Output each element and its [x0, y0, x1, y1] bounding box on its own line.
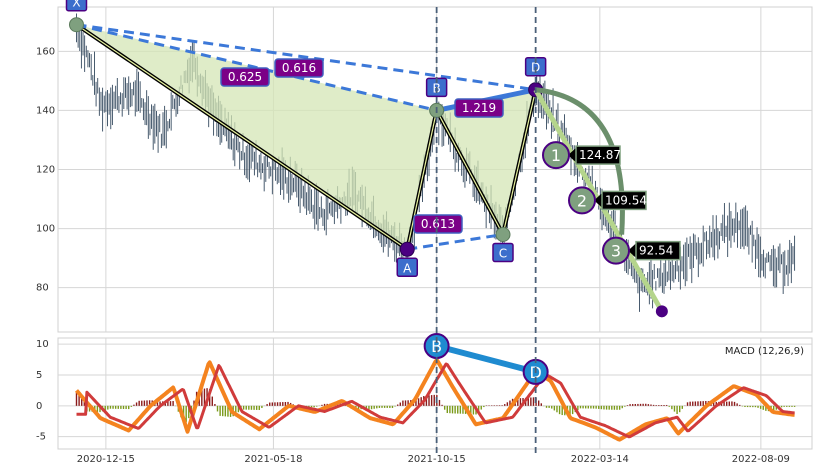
x-tick-label: 2022-08-09	[732, 454, 790, 465]
target-2: 109.54 2	[568, 186, 647, 215]
pattern-label-box	[396, 257, 419, 278]
macd-divergence-line	[435, 343, 537, 375]
price-y-tick-label: 120	[36, 165, 55, 176]
target-value: 124.87	[579, 148, 621, 162]
pattern-point-a	[399, 241, 415, 257]
x-axis-ticks: 2020-12-15 2021-05-18 2021-10-15 2022-03-14…	[77, 454, 790, 465]
ratio-box	[274, 58, 324, 78]
price-targets: 124.87 1 109.54 2 92.54 3	[533, 87, 681, 318]
target-circle	[542, 141, 570, 170]
target-circle	[568, 186, 596, 215]
ratio-label-2: 0.625	[220, 67, 270, 87]
vertical-date-markers	[435, 7, 537, 453]
macd-divergence: BD	[423, 333, 549, 385]
pattern-label-a: A	[396, 257, 419, 278]
target-number: 3	[611, 242, 621, 261]
macd-panel: -5 0 5 10 BD MACD (12,26,9)	[36, 333, 813, 450]
pattern-ratio-line	[407, 233, 504, 251]
target-end-point	[655, 305, 668, 318]
macd-y-tick-label: -5	[36, 432, 46, 443]
target-value: 109.54	[605, 193, 647, 207]
macd-divergence-label: B	[431, 337, 442, 356]
pattern-label-text: C	[499, 247, 507, 261]
x-tick-label: 2020-12-15	[77, 454, 135, 465]
ratio-box	[220, 67, 270, 87]
pattern-leg-inner	[436, 110, 504, 235]
price-y-tick-label: 160	[36, 46, 55, 57]
pattern-ratio-line	[76, 23, 536, 92]
ratio-box	[413, 214, 463, 234]
target-value: 92.54	[639, 244, 673, 258]
price-grid	[58, 7, 812, 332]
x-tick-label: 2021-10-15	[408, 454, 466, 465]
pattern-leg-inner	[406, 110, 438, 250]
pattern-label-x: X	[65, 0, 88, 12]
price-y-tick-label: 100	[36, 224, 55, 235]
ratio-box	[454, 98, 504, 118]
macd-y-tick-label: 10	[36, 339, 49, 350]
pattern-label-c: C	[492, 242, 514, 263]
macd-line	[74, 358, 796, 442]
price-y-tick-label: 140	[36, 105, 55, 116]
macd-y-tick-label: 0	[36, 401, 42, 412]
price-y-ticks: 80 100 120 140 160	[36, 46, 55, 293]
pattern-triangle-xab	[76, 24, 437, 250]
macd-y-tick-label: 5	[36, 370, 42, 381]
ratio-text: 1.219	[462, 101, 496, 115]
target-box	[601, 190, 647, 211]
pattern-point-c	[495, 227, 511, 242]
macd-lines	[74, 358, 796, 442]
ratio-label-4: 0.613	[413, 214, 463, 234]
macd-title: MACD (12,26,9)	[725, 346, 804, 357]
macd-divergence-point-b: B	[423, 333, 450, 360]
ratio-label-1: 0.616	[274, 58, 324, 78]
target-circle	[602, 236, 630, 265]
ratio-text: 0.625	[228, 70, 262, 84]
ratio-text: 0.616	[282, 61, 316, 75]
ratio-label-3: 1.219	[454, 98, 504, 118]
pattern-label-text: A	[403, 261, 412, 275]
x-tick-label: 2021-05-18	[244, 454, 302, 465]
pattern-leg-inner	[76, 24, 408, 250]
target-3: 92.54 3	[602, 236, 681, 265]
target-number: 2	[577, 191, 587, 210]
target-1: 124.87 1	[542, 141, 621, 170]
target-box	[635, 240, 681, 261]
pattern-leg-inner	[502, 89, 537, 235]
pattern-label-text: X	[72, 0, 80, 10]
pattern-point-x	[68, 17, 84, 33]
target-box	[575, 145, 621, 165]
target-number: 1	[551, 146, 561, 165]
macd-y-ticks: -5 0 5 10	[36, 339, 49, 443]
price-y-tick-label: 80	[36, 283, 49, 294]
macd-signal-line	[76, 362, 795, 439]
pattern-label-box	[65, 0, 88, 12]
ratio-text: 0.613	[421, 217, 455, 231]
pattern-label-box	[492, 242, 514, 263]
x-tick-label: 2022-03-14	[571, 454, 629, 465]
